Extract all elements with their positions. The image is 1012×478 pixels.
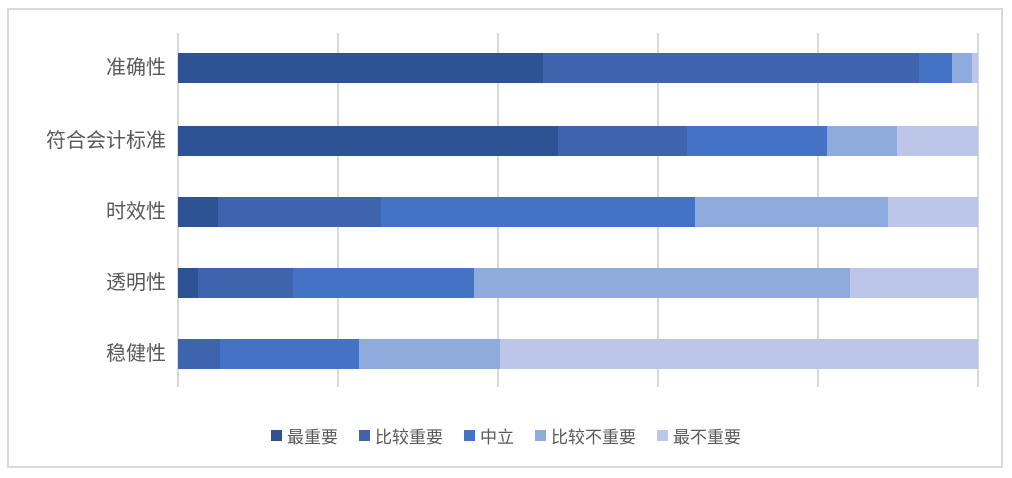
bar-segment: [971, 53, 978, 83]
chart-frame: [7, 8, 1003, 468]
legend-item: 最不重要: [657, 423, 741, 448]
legend-swatch-icon: [464, 429, 475, 441]
legend-item: 比较重要: [359, 423, 443, 448]
legend-label: 比较不重要: [551, 427, 636, 447]
legend-swatch-icon: [535, 429, 546, 441]
chart-legend: 最重要 比较重要 中立 比较不重要 最不重要: [0, 423, 1012, 447]
category-label: 准确性: [106, 57, 166, 79]
stacked-bar: [178, 268, 978, 298]
bar-segment: [178, 53, 543, 83]
bar-segment: [558, 126, 687, 156]
chart-row: 符合会计标准: [0, 126, 1012, 156]
bar-segment: [897, 126, 978, 156]
stacked-bar: [178, 339, 978, 369]
stacked-bar: [178, 197, 978, 227]
bar-segment: [178, 126, 558, 156]
category-label: 符合会计标准: [46, 130, 166, 152]
chart-row: 透明性: [0, 268, 1012, 298]
bar-segment: [358, 339, 501, 369]
legend-item: 比较不重要: [535, 423, 636, 448]
bar-segment: [918, 53, 952, 83]
legend-item: 最重要: [271, 423, 338, 448]
bar-segment: [826, 126, 898, 156]
bar-segment: [887, 197, 978, 227]
chart-row: 稳健性: [0, 339, 1012, 369]
bar-segment: [686, 126, 827, 156]
chart-row: 准确性: [0, 53, 1012, 83]
bar-segment: [218, 197, 382, 227]
category-label: 稳健性: [106, 343, 166, 365]
legend-item: 中立: [464, 423, 514, 448]
bar-segment: [178, 197, 218, 227]
bar-segment: [500, 339, 978, 369]
bar-segment: [951, 53, 972, 83]
bar-segment: [220, 339, 359, 369]
bar-segment: [293, 268, 474, 298]
legend-label: 比较重要: [375, 427, 443, 447]
bar-segment: [178, 268, 198, 298]
legend-swatch-icon: [271, 429, 282, 441]
legend-swatch-icon: [657, 429, 668, 441]
bar-segment: [542, 53, 919, 83]
category-label: 时效性: [106, 201, 166, 223]
legend-swatch-icon: [359, 429, 370, 441]
bar-segment: [473, 268, 850, 298]
stacked-bar: [178, 53, 978, 83]
bar-segment: [178, 339, 221, 369]
bar-segment: [198, 268, 294, 298]
legend-label: 最重要: [287, 427, 338, 447]
legend-label: 最不重要: [673, 427, 741, 447]
legend-label: 中立: [480, 427, 514, 447]
bar-segment: [694, 197, 888, 227]
bar-segment: [381, 197, 695, 227]
category-label: 透明性: [106, 272, 166, 294]
stacked-bar: [178, 126, 978, 156]
gridline-100: [977, 33, 979, 387]
bar-segment: [849, 268, 978, 298]
chart-row: 时效性: [0, 197, 1012, 227]
